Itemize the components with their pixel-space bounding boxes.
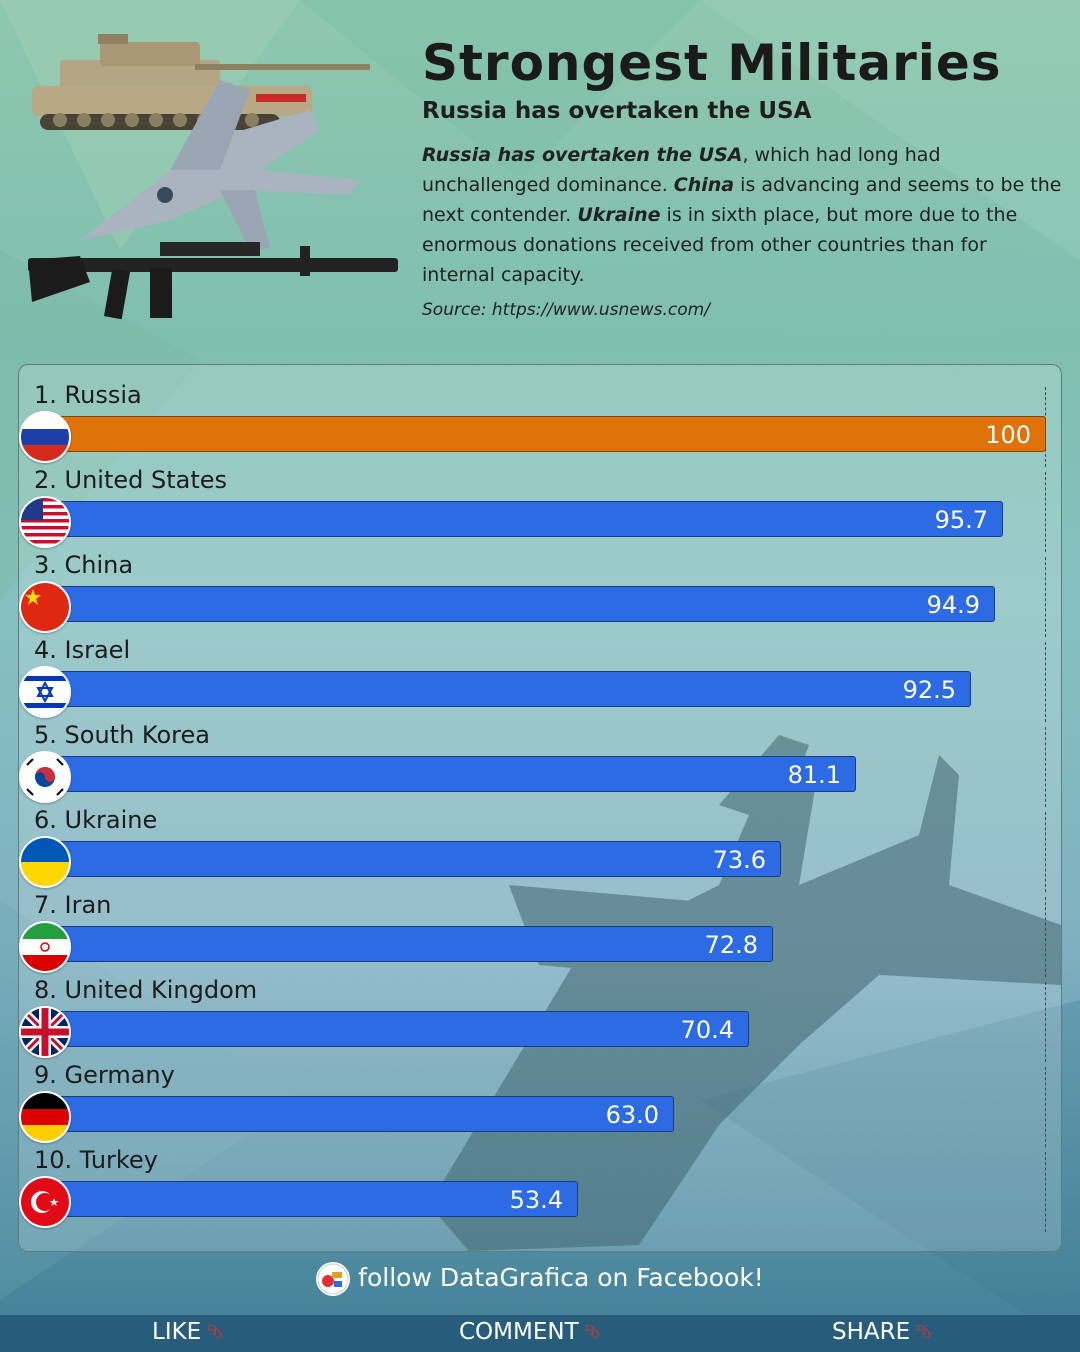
ukraine-flag-icon — [19, 836, 71, 888]
value-label: 70.4 — [680, 1016, 734, 1044]
gridline-max — [1045, 727, 1046, 807]
value-label: 63.0 — [605, 1101, 659, 1129]
value-label: 73.6 — [712, 846, 766, 874]
bar: 53.4 — [41, 1181, 578, 1217]
share-button[interactable]: SHARE ⮷ — [832, 1319, 932, 1345]
bar-row: 5. South Korea 81.1 — [19, 709, 1061, 807]
gridline-max — [1045, 1152, 1046, 1232]
page-title: Strongest Militaries — [422, 34, 1002, 92]
bar: 100 — [41, 416, 1046, 452]
uk-flag-icon — [19, 1006, 71, 1058]
israel-flag-icon — [19, 666, 71, 718]
bar: 63.0 — [41, 1096, 674, 1132]
value-label: 95.7 — [934, 506, 988, 534]
chart-panel: 1. Russia 100 2. United States 95.7 3. China… — [18, 364, 1062, 1252]
bar-row: 9. Germany 63.0 — [19, 1049, 1061, 1147]
category-label: 2. United States — [34, 466, 228, 494]
bar-row: 4. Israel 92.5 — [19, 624, 1061, 722]
page-subtitle: Russia has overtaken the USA — [422, 98, 812, 124]
bar-row: 6. Ukraine 73.6 — [19, 794, 1061, 892]
comment-arrow-icon: ⮷ — [584, 1320, 601, 1344]
value-label: 53.4 — [509, 1186, 563, 1214]
bar: 92.5 — [41, 671, 971, 707]
south-korea-flag-icon — [19, 751, 71, 803]
follow-text: follow DataGrafica on Facebook! — [358, 1263, 764, 1292]
bar-row: 7. Iran 72.8 — [19, 879, 1061, 977]
bar-row: 3. China 94.9 — [19, 539, 1061, 637]
social-footer: LIKE ⮷ COMMENT ⮷ SHARE ⮷ — [0, 1314, 1080, 1352]
datagrafica-logo-icon — [316, 1262, 351, 1296]
rifle-icon — [28, 242, 398, 320]
gridline-max — [1045, 472, 1046, 552]
military-illustration — [28, 34, 398, 320]
value-label: 100 — [985, 421, 1031, 449]
bar: 94.9 — [41, 586, 995, 622]
gridline-max — [1045, 812, 1046, 892]
turkey-flag-icon — [19, 1176, 71, 1228]
value-label: 92.5 — [902, 676, 956, 704]
value-label: 72.8 — [704, 931, 758, 959]
description-em-3: Ukraine — [577, 204, 661, 226]
gridline-max — [1045, 1067, 1046, 1147]
category-label: 6. Ukraine — [34, 806, 158, 834]
description-text-1: , which had long had unchallenged domina… — [422, 144, 941, 196]
germany-flag-icon — [19, 1091, 71, 1143]
category-label: 7. Iran — [34, 891, 112, 919]
bar: 73.6 — [41, 841, 781, 877]
source-citation: Source: https://www.usnews.com/ — [422, 300, 710, 320]
gridline-max — [1045, 982, 1046, 1062]
value-label: 81.1 — [787, 761, 841, 789]
category-label: 4. Israel — [34, 636, 131, 664]
category-label: 5. South Korea — [34, 721, 210, 749]
value-label: 94.9 — [926, 591, 980, 619]
china-flag-icon — [19, 581, 71, 633]
follow-line[interactable]: follow DataGrafica on Facebook! — [0, 1262, 1080, 1296]
comment-label: COMMENT — [459, 1319, 579, 1345]
category-label: 8. United Kingdom — [34, 976, 258, 1004]
iran-flag-icon — [19, 921, 71, 973]
description-em-1: Russia has overtaken the USA — [422, 144, 743, 166]
like-label: LIKE — [152, 1319, 202, 1345]
description: Russia has overtaken the USA, which had … — [422, 140, 1062, 290]
usa-flag-icon — [19, 496, 71, 548]
description-text-3: is in sixth place, but more due to the e… — [422, 204, 1018, 286]
category-label: 10. Turkey — [34, 1146, 158, 1174]
bar: 81.1 — [41, 756, 856, 792]
category-label: 1. Russia — [34, 381, 142, 409]
like-button[interactable]: LIKE ⮷ — [152, 1319, 223, 1345]
bar: 70.4 — [41, 1011, 749, 1047]
share-arrow-icon: ⮷ — [916, 1320, 933, 1344]
description-text-2: is advancing and seems to be the next co… — [422, 174, 1062, 226]
category-label: 3. China — [34, 551, 134, 579]
fighter-jet-icon — [80, 80, 360, 250]
bar-row: 1. Russia 100 — [19, 369, 1061, 467]
category-label: 9. Germany — [34, 1061, 175, 1089]
gridline-max — [1045, 557, 1046, 637]
comment-button[interactable]: COMMENT ⮷ — [459, 1319, 601, 1345]
description-em-2: China — [673, 174, 735, 196]
gridline-max — [1045, 897, 1046, 977]
russia-flag-icon — [19, 411, 71, 463]
gridline-max — [1045, 642, 1046, 722]
bar-row: 10. Turkey 53.4 — [19, 1134, 1061, 1232]
bar: 72.8 — [41, 926, 773, 962]
bar-row: 2. United States 95.7 — [19, 454, 1061, 552]
bar-row: 8. United Kingdom 70.4 — [19, 964, 1061, 1062]
bar: 95.7 — [41, 501, 1003, 537]
share-label: SHARE — [832, 1319, 911, 1345]
like-arrow-icon: ⮷ — [207, 1320, 224, 1344]
